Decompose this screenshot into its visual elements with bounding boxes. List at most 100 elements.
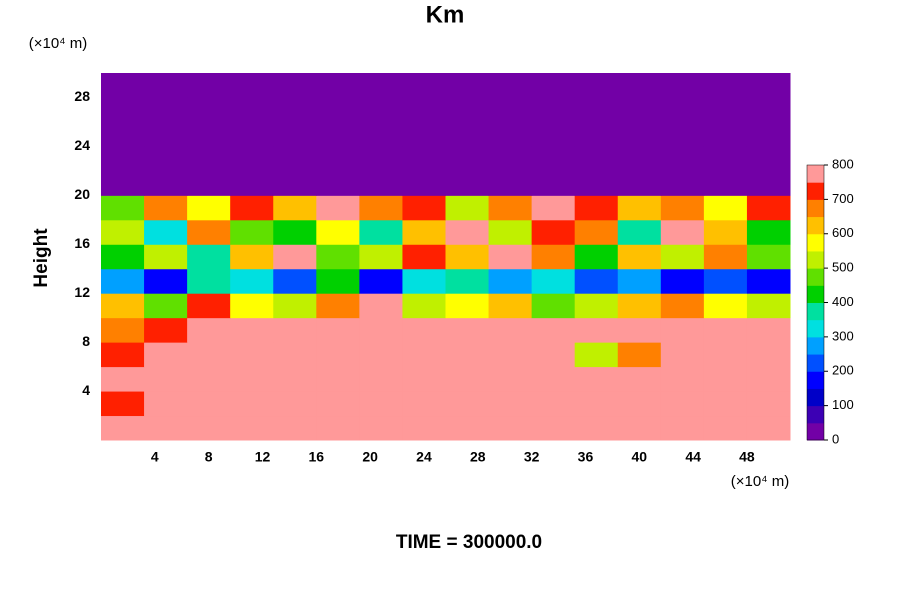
heat-cell [617, 342, 662, 368]
heat-cell [531, 268, 576, 294]
heat-cell [101, 342, 145, 368]
heat-cell [746, 219, 791, 245]
colorbar-tick-label: 800 [832, 156, 854, 171]
heat-cell [617, 195, 662, 221]
heat-cell [660, 415, 705, 441]
heat-cell [488, 293, 533, 319]
heat-cell [359, 121, 403, 147]
heat-cell [746, 121, 791, 147]
heat-cell [144, 366, 188, 392]
heat-cell [402, 268, 446, 294]
colorbar-tick-label: 100 [832, 397, 854, 412]
heat-cell [574, 244, 619, 270]
heat-cell [316, 219, 360, 245]
heat-cell [316, 170, 360, 196]
colorbar-band [807, 319, 824, 338]
heat-cell [445, 268, 490, 294]
heat-cell [660, 293, 705, 319]
heat-cell [531, 97, 576, 123]
heat-cell [445, 121, 490, 147]
heat-cell [230, 146, 274, 172]
y-tick-label: 16 [74, 235, 90, 251]
heat-cell [144, 391, 188, 417]
heat-cell [660, 97, 705, 123]
colorbar-tick-label: 300 [832, 328, 854, 343]
colorbar-tick-label: 400 [832, 294, 854, 309]
subtitle: TIME = 300000.0 [396, 532, 542, 553]
chart-title: Km [426, 1, 465, 28]
heat-cell [703, 219, 748, 245]
heat-cell [230, 317, 274, 343]
colorbar-band [807, 354, 824, 372]
heat-cell [531, 170, 576, 196]
heat-cell [703, 293, 748, 319]
colorbar-band [807, 250, 824, 269]
heat-cell [273, 415, 317, 441]
heat-cell [531, 146, 576, 172]
heat-cell [488, 415, 533, 441]
heat-cell [316, 121, 360, 147]
colorbar-tick-label: 700 [832, 191, 854, 206]
heat-cell [101, 97, 145, 123]
heat-cell [488, 195, 533, 221]
heat-cell [746, 293, 791, 319]
heat-cell [488, 366, 533, 392]
heat-cell [101, 244, 145, 270]
heat-cell [144, 73, 188, 98]
heat-cell [746, 195, 791, 221]
heat-cell [531, 317, 576, 343]
heat-cell [703, 391, 748, 417]
heat-cell [445, 146, 490, 172]
heat-cell [316, 415, 360, 441]
heat-cell [574, 146, 619, 172]
colorbar-tick-label: 500 [832, 260, 854, 275]
x-tick-label: 36 [578, 449, 594, 465]
heat-cell [402, 97, 446, 123]
x-tick-label: 12 [255, 449, 271, 465]
heat-cell [359, 219, 403, 245]
heat-cell [359, 97, 403, 123]
heat-cell [746, 97, 791, 123]
heat-cell [660, 366, 705, 392]
heat-cell [273, 342, 317, 368]
heat-cell [660, 195, 705, 221]
heat-cell [316, 195, 360, 221]
heat-cell [273, 121, 317, 147]
heat-cell [101, 268, 145, 294]
heat-cell [101, 391, 145, 417]
y-tick-label: 20 [74, 186, 90, 202]
heat-cell [144, 170, 188, 196]
heat-cell [187, 244, 231, 270]
heat-cell [402, 244, 446, 270]
heat-cell [359, 268, 403, 294]
heat-cell [230, 244, 274, 270]
y-tick-label: 28 [74, 88, 90, 104]
heat-cell [230, 97, 274, 123]
heat-cell [402, 293, 446, 319]
heat-cell [273, 268, 317, 294]
heat-cell [273, 170, 317, 196]
heat-cell [746, 366, 791, 392]
heat-cell [316, 317, 360, 343]
heat-cell [703, 366, 748, 392]
heat-cell [703, 170, 748, 196]
y-tick-label: 4 [82, 382, 90, 398]
heat-cell [187, 317, 231, 343]
heat-cell [144, 317, 188, 343]
heat-cell [359, 342, 403, 368]
heat-cell [316, 366, 360, 392]
heat-cell [187, 366, 231, 392]
heat-cell [660, 121, 705, 147]
heat-cell [316, 293, 360, 319]
heat-cell [445, 415, 490, 441]
heat-cell [187, 170, 231, 196]
heat-cell [402, 121, 446, 147]
heat-cell [703, 195, 748, 221]
heat-cell [402, 366, 446, 392]
heat-cell [230, 219, 274, 245]
heat-cell [359, 391, 403, 417]
heat-cell [703, 121, 748, 147]
heat-cell [144, 244, 188, 270]
heat-cell [660, 342, 705, 368]
heat-cell [101, 146, 145, 172]
